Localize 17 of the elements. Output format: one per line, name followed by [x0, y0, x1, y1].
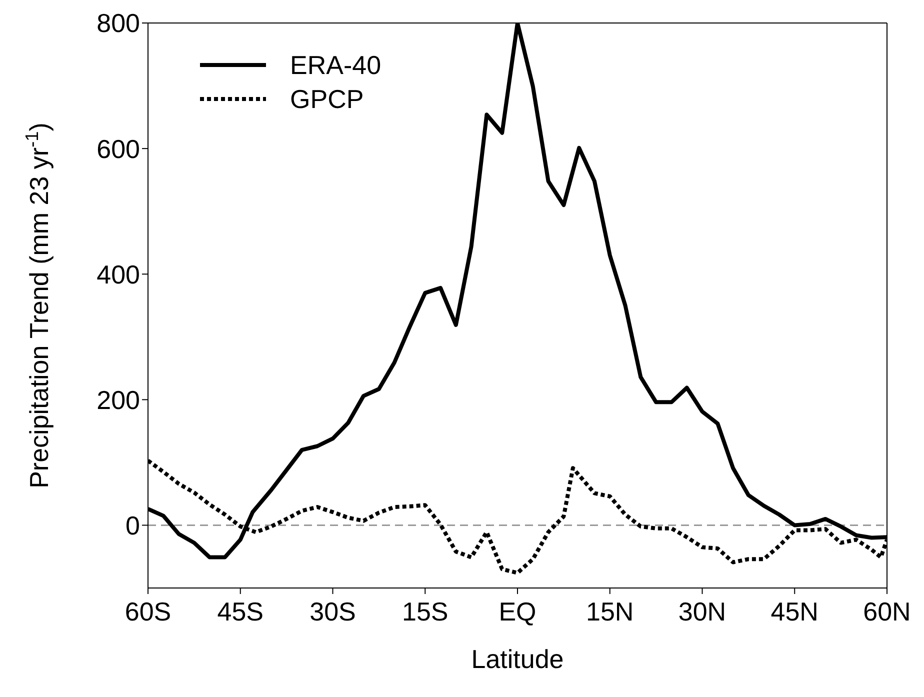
- x-tick-label: 30N: [678, 596, 726, 626]
- x-tick-label: 45S: [217, 596, 264, 626]
- y-tick-label: 400: [96, 259, 140, 290]
- legend-label: GPCP: [290, 84, 364, 114]
- x-tick-label: 60S: [124, 596, 172, 626]
- y-tick-label: 600: [96, 134, 140, 164]
- y-tick-label: 200: [96, 384, 140, 415]
- x-axis-title: Latitude: [471, 644, 564, 674]
- x-tick-label: 15N: [586, 596, 634, 626]
- x-tick-label: EQ: [498, 596, 536, 626]
- y-tick-label: 0: [126, 510, 140, 540]
- x-tick-label: 30S: [310, 596, 356, 626]
- x-tick-label: 60N: [863, 596, 911, 626]
- legend-label: ERA-40: [290, 50, 382, 80]
- y-tick-label: 800: [96, 8, 140, 38]
- x-tick-label: 15S: [402, 596, 448, 626]
- x-tick-label: 45N: [770, 596, 818, 626]
